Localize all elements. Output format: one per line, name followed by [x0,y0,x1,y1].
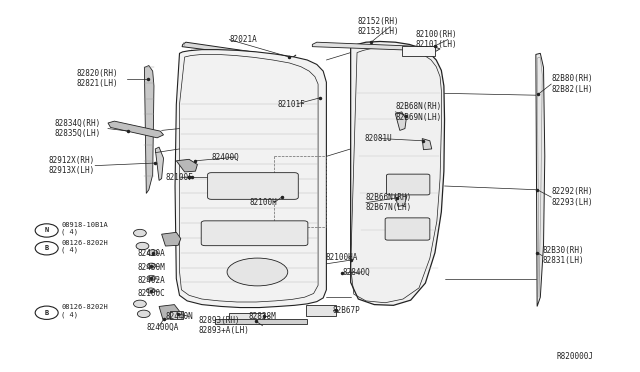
Text: 82838M: 82838M [248,312,276,321]
Circle shape [134,230,147,237]
Text: 82440N: 82440N [166,312,193,321]
Polygon shape [402,46,435,55]
Text: 82400QA: 82400QA [147,323,179,332]
Text: B: B [45,245,49,251]
Polygon shape [351,41,445,305]
Text: 08918-10B1A
( 4): 08918-10B1A ( 4) [61,222,108,235]
Polygon shape [422,138,432,150]
Text: 82912X(RH)
82913X(LH): 82912X(RH) 82913X(LH) [49,156,95,175]
Polygon shape [170,311,182,320]
Polygon shape [312,42,440,51]
Circle shape [35,306,58,320]
Text: 82834Q(RH)
82835Q(LH): 82834Q(RH) 82835Q(LH) [55,119,101,138]
Text: 82100H: 82100H [250,198,278,207]
Text: 82430M: 82430M [138,263,166,272]
Text: 82100C: 82100C [138,289,166,298]
Polygon shape [108,121,164,138]
Text: R820000J: R820000J [556,352,593,361]
Circle shape [147,288,156,293]
Polygon shape [176,159,197,172]
Polygon shape [145,65,154,193]
Ellipse shape [227,258,288,286]
Circle shape [138,310,150,318]
Text: 82101F: 82101F [278,100,306,109]
FancyBboxPatch shape [201,221,308,246]
FancyBboxPatch shape [387,174,430,195]
Circle shape [136,242,149,250]
Polygon shape [536,53,545,307]
Text: 82152(RH)
82153(LH): 82152(RH) 82153(LH) [357,17,399,36]
Text: 08126-8202H
( 4): 08126-8202H ( 4) [61,304,108,318]
Polygon shape [394,189,407,206]
Text: 82B67P: 82B67P [333,306,360,315]
Text: 82100F: 82100F [166,173,193,182]
Polygon shape [175,49,326,308]
Text: B: B [45,310,49,316]
Circle shape [147,263,156,268]
Polygon shape [214,319,307,324]
Text: 82420A: 82420A [138,249,166,258]
Polygon shape [162,232,180,246]
Polygon shape [396,112,406,131]
Polygon shape [229,313,264,323]
Circle shape [35,241,58,255]
Text: 82021A: 82021A [229,35,257,44]
Text: N: N [45,227,49,234]
Text: 82292(RH)
82293(LH): 82292(RH) 82293(LH) [551,187,593,207]
Text: 82081U: 82081U [365,134,392,143]
Polygon shape [159,305,179,320]
Circle shape [35,224,58,237]
Text: 82402A: 82402A [138,276,166,285]
Polygon shape [156,147,164,180]
Text: 82893(RH)
82893+A(LH): 82893(RH) 82893+A(LH) [198,316,250,336]
Text: 82400Q: 82400Q [211,153,239,161]
Text: 82100(RH)
82101(LH): 82100(RH) 82101(LH) [416,30,458,49]
FancyBboxPatch shape [207,173,298,199]
Polygon shape [182,42,289,61]
Text: 82100HA: 82100HA [325,253,358,262]
Text: 08126-8202H
( 4): 08126-8202H ( 4) [61,240,108,253]
Circle shape [147,275,156,280]
Text: 82820(RH)
82821(LH): 82820(RH) 82821(LH) [76,69,118,88]
Text: 82B80(RH)
82B82(LH): 82B80(RH) 82B82(LH) [551,74,593,94]
Text: 82B30(RH)
82831(LH): 82B30(RH) 82831(LH) [542,246,584,265]
Text: 82840Q: 82840Q [342,267,370,276]
FancyBboxPatch shape [385,218,430,240]
Polygon shape [306,305,336,317]
Text: 82B66N(RH)
82B67N(LH): 82B66N(RH) 82B67N(LH) [366,193,412,212]
Circle shape [148,250,158,256]
Text: 82B68N(RH)
82B69N(LH): 82B68N(RH) 82B69N(LH) [396,102,442,122]
Circle shape [134,300,147,308]
